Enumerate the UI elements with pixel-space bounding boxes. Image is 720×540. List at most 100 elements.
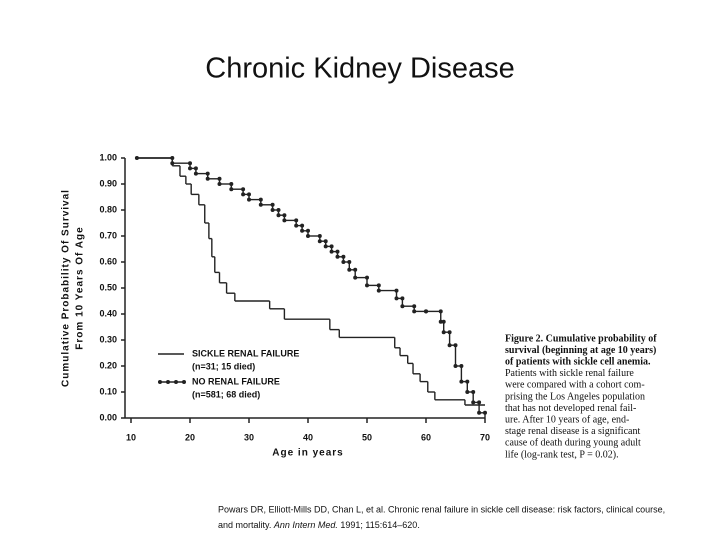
marker	[300, 228, 305, 233]
marker	[459, 364, 464, 368]
caption-line: cause of death during young adult	[505, 438, 641, 449]
marker	[258, 197, 263, 202]
marker	[329, 244, 334, 249]
caption-line: survival (beginning at age 10 years)	[505, 345, 656, 356]
marker	[205, 176, 210, 181]
marker	[323, 239, 328, 244]
marker	[276, 208, 281, 212]
marker	[353, 275, 358, 280]
marker	[376, 283, 381, 288]
marker	[193, 166, 198, 171]
marker	[270, 202, 275, 207]
marker	[170, 161, 175, 166]
marker	[353, 267, 358, 272]
marker	[438, 309, 443, 314]
marker	[134, 156, 139, 160]
marker	[188, 166, 192, 171]
caption-line: Figure 2. Cumulative probability of	[505, 333, 657, 344]
legend-note: (n=581; 68 died)	[192, 389, 260, 399]
marker	[229, 182, 234, 186]
marker	[188, 161, 192, 166]
caption-line: Patients with sickle renal failure	[505, 368, 634, 379]
marker	[217, 182, 222, 186]
marker	[247, 192, 251, 197]
y-tick-label: 0.20	[99, 360, 117, 370]
citation-journal: Ann Intern Med.	[273, 520, 338, 530]
y-tick-label: 0.60	[99, 256, 117, 266]
x-tick-label: 30	[244, 432, 254, 442]
marker	[365, 275, 369, 280]
y-tick-label: 0.80	[99, 204, 117, 214]
marker	[438, 319, 443, 324]
marker	[447, 343, 452, 348]
marker	[247, 197, 251, 202]
marker	[306, 234, 310, 238]
marker	[241, 187, 246, 192]
x-tick-label: 40	[303, 432, 313, 442]
y-tick-label: 0.40	[99, 308, 117, 318]
marker	[400, 296, 405, 301]
marker	[412, 309, 417, 314]
marker	[441, 330, 446, 335]
marker	[241, 192, 246, 197]
marker	[400, 304, 405, 309]
marker	[471, 400, 476, 405]
marker	[347, 260, 352, 264]
y-tick-label: 0.50	[99, 282, 117, 292]
marker	[453, 364, 458, 368]
marker	[282, 218, 287, 223]
marker	[300, 223, 305, 228]
legend-marker	[166, 380, 170, 384]
marker	[335, 249, 340, 254]
marker	[205, 171, 210, 176]
legend-marker	[182, 380, 186, 384]
marker	[294, 218, 299, 223]
citation-text: and mortality.	[218, 520, 274, 530]
marker	[229, 187, 234, 192]
marker	[294, 223, 299, 228]
marker	[453, 343, 458, 348]
marker	[477, 410, 482, 415]
marker	[376, 288, 381, 293]
marker	[276, 213, 281, 218]
legend-label: SICKLE RENAL FAILURE	[192, 348, 299, 358]
legend-marker	[158, 380, 162, 384]
x-axis-label: Age in years	[272, 448, 343, 459]
y-axis-label: From 10 Years Of Age	[75, 226, 86, 349]
y-axis-label: Cumulative Probability Of Survival	[61, 189, 72, 387]
caption-line: prising the Los Angeles population	[505, 391, 645, 402]
marker	[329, 249, 334, 254]
marker	[471, 390, 476, 394]
marker	[477, 400, 482, 405]
marker	[217, 176, 222, 181]
caption-line: were compared with a cohort com-	[505, 380, 645, 391]
x-tick-label: 70	[480, 432, 490, 442]
marker	[394, 296, 399, 301]
legend-note: (n=31; 15 died)	[192, 361, 255, 371]
caption-line: life (log-rank test, P = 0.02).	[505, 449, 619, 460]
marker	[459, 379, 464, 384]
marker	[394, 288, 399, 293]
marker	[365, 283, 369, 288]
marker	[412, 304, 417, 309]
x-tick-label: 10	[126, 432, 136, 442]
marker	[335, 254, 340, 259]
caption-line: ure. After 10 years of age, end-	[505, 414, 629, 425]
y-tick-label: 0.10	[99, 386, 117, 396]
legend-marker	[174, 380, 178, 384]
slide-title: Chronic Kidney Disease	[205, 53, 514, 85]
marker	[282, 213, 287, 218]
legend-label: NO RENAL FAILURE	[192, 376, 280, 386]
x-tick-label: 60	[421, 432, 431, 442]
x-tick-label: 20	[185, 432, 195, 442]
marker	[258, 202, 263, 207]
caption-line: stage renal disease is a significant	[505, 426, 640, 437]
marker	[323, 244, 328, 249]
citation: Powars DR, Elliott-Mills DD, Chan L, et …	[218, 504, 665, 514]
marker	[170, 156, 175, 160]
marker	[193, 171, 198, 176]
marker	[447, 330, 452, 335]
marker	[341, 260, 346, 264]
x-tick-label: 50	[362, 432, 372, 442]
